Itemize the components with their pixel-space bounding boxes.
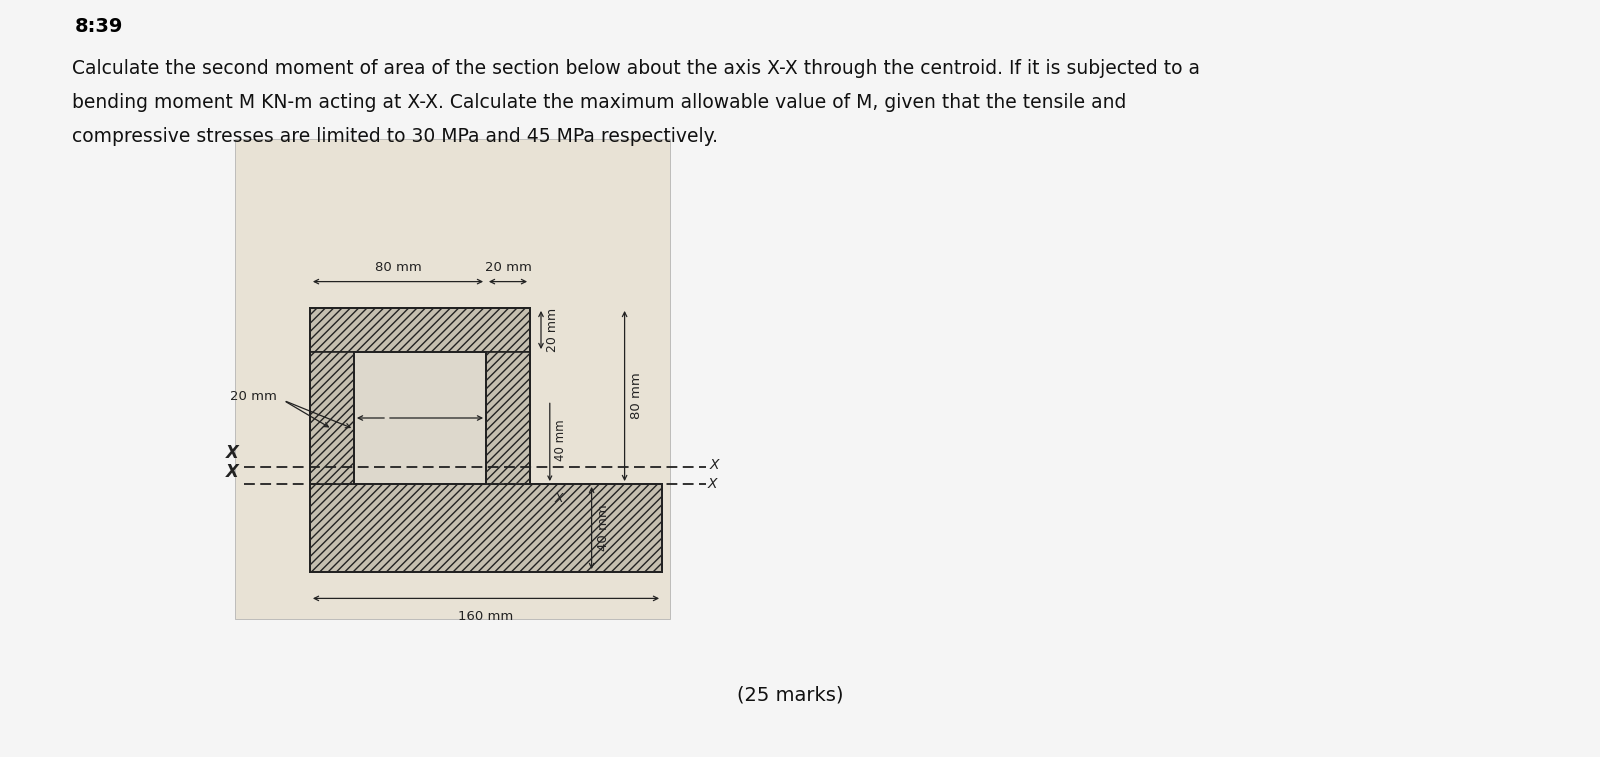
Text: X: X	[554, 492, 563, 505]
Text: 80 mm: 80 mm	[630, 372, 643, 419]
Text: 160 mm: 160 mm	[458, 610, 514, 624]
Text: 40 mm: 40 mm	[554, 419, 568, 461]
Text: compressive stresses are limited to 30 MPa and 45 MPa respectively.: compressive stresses are limited to 30 M…	[72, 127, 718, 147]
Text: 20 mm: 20 mm	[546, 308, 558, 352]
Text: (25 marks): (25 marks)	[736, 686, 843, 705]
Bar	[354, 352, 486, 484]
Text: 80 mm: 80 mm	[374, 260, 421, 273]
FancyBboxPatch shape	[235, 139, 670, 619]
Bar	[486, 352, 530, 484]
Text: Calculate the second moment of area of the section below about the axis X-X thro: Calculate the second moment of area of t…	[72, 60, 1200, 79]
Text: 20 mm: 20 mm	[230, 390, 277, 403]
Text: 40 mm: 40 mm	[597, 505, 610, 551]
Bar	[310, 352, 354, 484]
Text: bending moment M KN-m acting at X-X. Calculate the maximum allowable value of M,: bending moment M KN-m acting at X-X. Cal…	[72, 94, 1126, 113]
Text: X: X	[710, 458, 720, 472]
Bar	[310, 308, 530, 352]
Text: 20 mm: 20 mm	[485, 260, 531, 273]
Text: 8:39: 8:39	[75, 17, 123, 36]
Text: X: X	[226, 444, 238, 462]
Text: X: X	[226, 463, 238, 481]
Text: X: X	[707, 477, 717, 491]
Bar	[310, 484, 662, 572]
